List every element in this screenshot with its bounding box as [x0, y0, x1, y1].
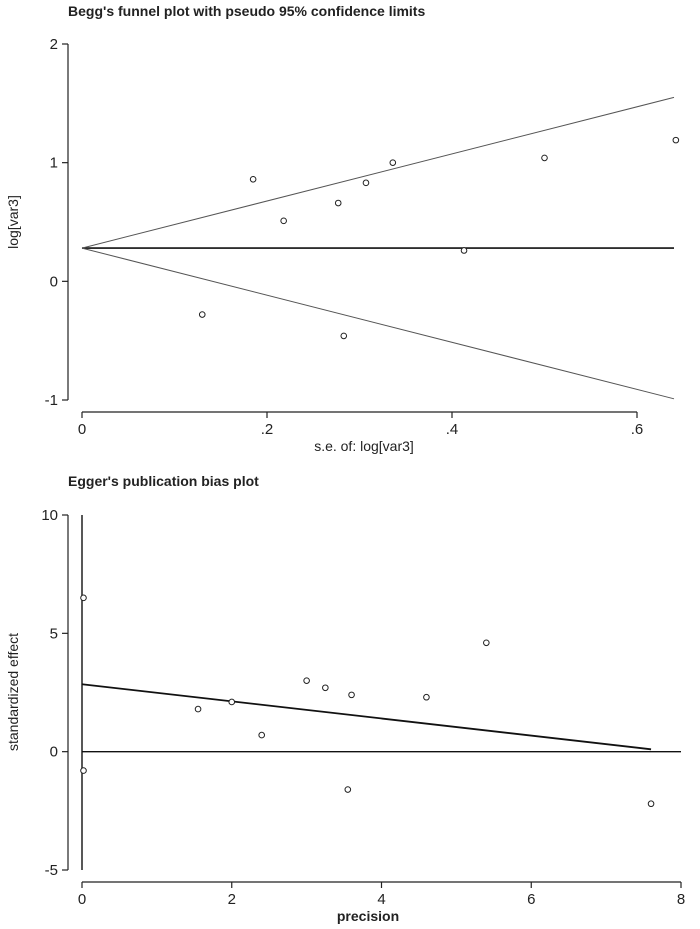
egger-data-point — [483, 639, 490, 647]
egger-points — [80, 594, 655, 808]
begg-y-tick-label: 0 — [50, 273, 58, 290]
egger-x-tick-label: 0 — [78, 891, 86, 908]
begg-data-point — [389, 159, 397, 166]
begg-data-point — [334, 199, 342, 207]
egger-data-point — [322, 684, 329, 692]
egger-data-point — [80, 594, 87, 602]
egger-data-point — [647, 800, 655, 808]
begg-data-point — [460, 247, 468, 254]
begg-upper-limit-line — [81, 96, 675, 249]
begg-x-tick-label: .2 — [261, 421, 274, 438]
begg-y-tick-label: 2 — [50, 36, 58, 53]
egger-data-point — [344, 786, 352, 793]
begg-x-tick-label: 0 — [78, 421, 86, 438]
egger-bias-plot: Egger's publication bias plot -5 0 5 10 0 2 4 6… — [5, 473, 685, 924]
egger-x-tick-label: 4 — [377, 891, 385, 908]
egger-lines — [81, 515, 681, 870]
egger-x-tick-label: 6 — [527, 891, 535, 908]
begg-x-tick-label: .6 — [631, 421, 644, 438]
begg-points — [198, 136, 680, 340]
egger-x-tick-label: 2 — [228, 891, 236, 908]
begg-data-point — [280, 217, 287, 225]
begg-y-tick-label: 1 — [50, 155, 58, 172]
egger-data-point — [423, 693, 430, 701]
begg-data-point — [541, 154, 548, 162]
egger-title: Egger's publication bias plot — [68, 473, 259, 489]
egger-y-tick-label: 5 — [50, 625, 58, 642]
begg-data-point — [198, 311, 206, 318]
egger-data-point — [80, 767, 87, 774]
begg-y-tick-label: -1 — [45, 392, 58, 409]
egger-axes: -5 0 5 10 0 2 4 6 8 — [41, 507, 685, 908]
begg-y-axis-label: log[var3] — [5, 195, 21, 249]
begg-data-point — [362, 179, 370, 187]
begg-funnel-plot: Begg's funnel plot with pseudo 95% confi… — [5, 3, 680, 454]
begg-title: Begg's funnel plot with pseudo 95% confi… — [68, 3, 425, 19]
begg-data-point — [249, 175, 257, 183]
egger-data-point — [303, 677, 310, 684]
egger-y-tick-label: 0 — [50, 744, 58, 761]
begg-x-axis-label: s.e. of: log[var3] — [314, 438, 414, 454]
egger-x-axis-label: precision — [337, 908, 399, 924]
begg-x-tick-label: .4 — [446, 421, 459, 438]
egger-x-tick-label: 8 — [677, 891, 685, 908]
egger-data-point — [228, 698, 236, 706]
begg-data-point — [672, 136, 680, 144]
begg-data-point — [340, 332, 348, 340]
begg-axes: -1 0 1 2 0 .2 .4 .6 — [45, 36, 644, 438]
egger-y-axis-label: standardized effect — [5, 633, 21, 751]
egger-data-point — [258, 731, 266, 739]
egger-data-point — [348, 691, 355, 699]
egger-regression-line — [81, 683, 652, 751]
begg-lower-limit-line — [81, 247, 675, 400]
egger-y-tick-label: 10 — [41, 507, 58, 524]
egger-data-point — [194, 705, 202, 713]
egger-y-tick-label: -5 — [45, 862, 58, 879]
begg-confidence-lines — [81, 96, 675, 400]
